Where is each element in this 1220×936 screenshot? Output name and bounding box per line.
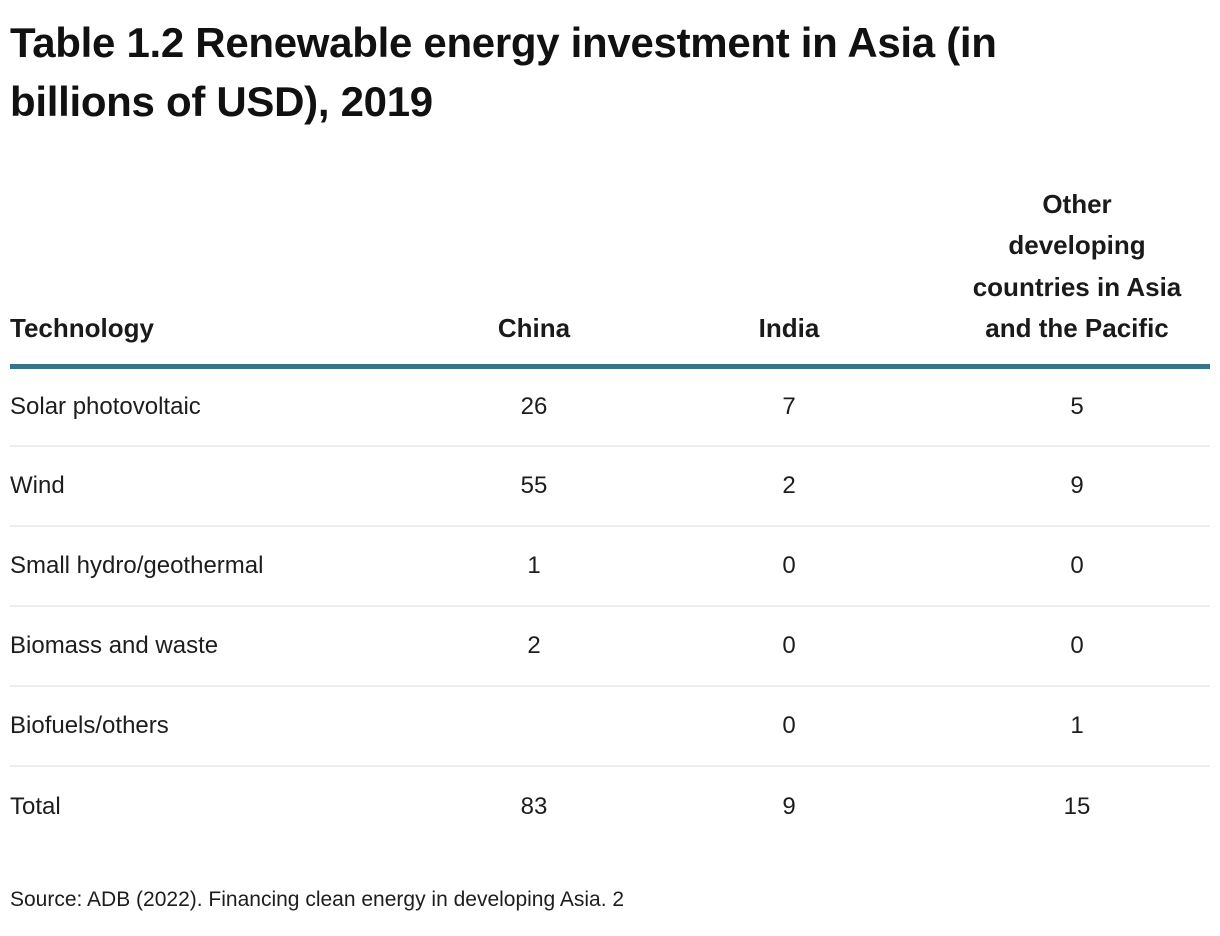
- cell-china: 55: [434, 445, 634, 527]
- col-header-other-line: and the Pacific: [985, 313, 1169, 344]
- cell-technology: Solar photovoltaic: [10, 393, 201, 421]
- cell-china: 83: [434, 765, 634, 847]
- col-header-india: India: [634, 183, 944, 369]
- table-row: Biomass and waste 2 0 0: [10, 605, 1210, 687]
- cell-india: 0: [634, 525, 944, 607]
- table-title: Table 1.2 Renewable energy investment in…: [10, 19, 997, 125]
- cell-india: 0: [634, 605, 944, 687]
- table-body: Solar photovoltaic 26 7 5 Wind 55 2 9 Sm…: [10, 366, 1210, 847]
- table-header: Technology China India Other developing …: [10, 183, 1210, 369]
- col-header-other-line: Other: [1042, 188, 1112, 219]
- header-row: Technology China India Other developing …: [10, 183, 1210, 369]
- col-header-other-line: developing: [1008, 230, 1146, 261]
- cell-other: 0: [944, 605, 1210, 687]
- col-header-technology: Technology: [10, 183, 434, 369]
- cell-other: 1: [944, 685, 1210, 767]
- cell-india: 9: [634, 765, 944, 847]
- cell-technology: Wind: [10, 445, 434, 527]
- col-header-other: Other developing countries in Asia and t…: [944, 183, 1210, 369]
- table-row: Biofuels/others 0 1: [10, 685, 1210, 767]
- cell-india: 2: [634, 445, 944, 527]
- cell-china: [434, 685, 634, 767]
- table-row-total: Total 83 9 15: [10, 765, 1210, 847]
- cell-other: 0: [944, 525, 1210, 607]
- renewable-investment-table: Technology China India Other developing …: [10, 183, 1210, 847]
- source-note: Source: ADB (2022). Financing clean ener…: [10, 888, 625, 912]
- table-row: Solar photovoltaic 26 7 5: [10, 366, 1210, 446]
- col-header-china: China: [434, 183, 634, 369]
- cell-other: 9: [944, 445, 1210, 527]
- table-row: Small hydro/geothermal 1 0 0: [10, 525, 1210, 607]
- cell-other: 15: [944, 765, 1210, 847]
- cell-technology: Small hydro/geothermal: [10, 525, 434, 607]
- cell-technology: Total: [10, 765, 434, 847]
- cell-technology: Biofuels/others: [10, 685, 434, 767]
- cell-other: 5: [1070, 393, 1084, 421]
- cell-india: 7: [782, 393, 796, 421]
- cell-china: 1: [434, 525, 634, 607]
- col-header-other-line: countries in Asia: [972, 271, 1182, 302]
- table-row: Wind 55 2 9: [10, 445, 1210, 527]
- cell-china: 26: [520, 393, 548, 421]
- cell-india: 0: [634, 685, 944, 767]
- cell-technology: Biomass and waste: [10, 605, 434, 687]
- cell-china: 2: [434, 605, 634, 687]
